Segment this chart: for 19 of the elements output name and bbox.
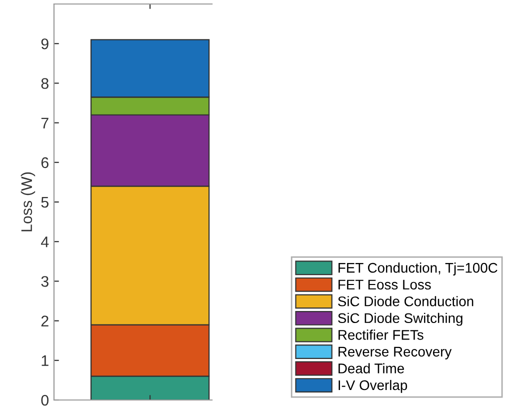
y-axis-title: Loss (W) [20,172,36,232]
legend-label: FET Conduction, Tj=100C [338,262,498,276]
y-tick-label: 6 [41,157,48,168]
y-tick-label: 7 [41,118,48,128]
y-tick-label: 0 [41,394,49,406]
y-tick-label: 8 [41,78,48,89]
y-tick-label: 5 [41,197,48,208]
y-tick-label: 1 [42,355,48,366]
legend-label: SiC Diode Conduction [338,296,474,306]
y-tick-label: 9 [41,38,48,50]
legend-label: I-V Overlap [338,380,408,393]
legend-label: Reverse Recovery [338,346,452,360]
legend-label: SiC Diode Switching [338,312,462,326]
legend-label: Rectifier FETs [338,330,424,340]
y-tick-label: 4 [40,236,49,248]
legend-label: FET Eoss Loss [338,280,431,290]
legend-label: Dead Time [338,363,404,374]
y-tick-label: 2 [41,316,48,326]
y-tick-label: 3 [41,276,48,287]
